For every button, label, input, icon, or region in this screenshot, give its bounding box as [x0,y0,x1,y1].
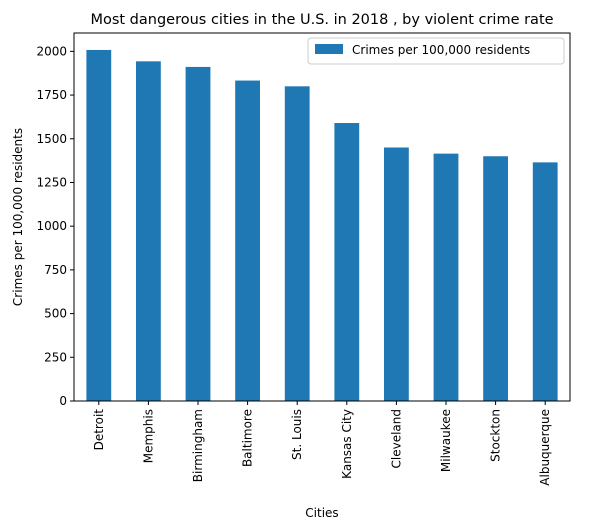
bar-birmingham [185,66,211,402]
x-tick-label: Birmingham [191,409,205,482]
legend: Crimes per 100,000 residents [307,37,565,65]
bar-detroit [86,49,112,402]
bar-cleveland [384,147,409,401]
x-tick-label: Cleveland [389,409,403,469]
y-tick-label: 250 [44,350,67,364]
legend-swatch [315,44,343,54]
bar-memphis [136,61,161,401]
bars-layer [86,49,558,402]
x-tick-label: Kansas City [340,409,354,479]
y-axis-label: Crimes per 100,000 residents [11,128,25,306]
y-axis: 0 250 500 750 1000 1250 1500 1750 2000 [36,44,74,408]
x-axis-label: Cities [305,506,338,520]
bar-baltimore [235,80,260,402]
legend-box [307,37,565,65]
legend-label: Crimes per 100,000 residents [352,43,530,57]
y-tick-label: 500 [44,307,67,321]
bar-st-louis [284,86,310,401]
bar-kansas-city [334,123,360,401]
chart-title: Most dangerous cities in the U.S. in 201… [90,12,553,28]
y-tick-label: 750 [44,263,67,277]
x-tick-label: Stockton [489,409,503,462]
x-axis: Detroit Memphis Birmingham Baltimore St. Lou… [92,401,552,486]
x-tick-label: Albuquerque [538,409,552,486]
y-tick-label: 1250 [36,175,67,189]
plot-frame [73,32,571,402]
y-tick-label: 0 [59,394,67,408]
y-tick-label: 1500 [36,132,67,146]
y-tick-label: 1750 [36,88,67,102]
x-tick-label: St. Louis [290,409,304,460]
bar-milwaukee [433,153,459,401]
x-tick-label: Memphis [141,409,155,463]
y-tick-label: 2000 [36,44,67,58]
x-tick-label: Baltimore [241,409,255,467]
y-tick-label: 1000 [36,219,67,233]
bar-stockton [483,156,508,401]
x-tick-label: Detroit [92,409,106,451]
x-tick-label: Milwaukee [439,409,453,472]
bar-albuquerque [532,162,558,401]
